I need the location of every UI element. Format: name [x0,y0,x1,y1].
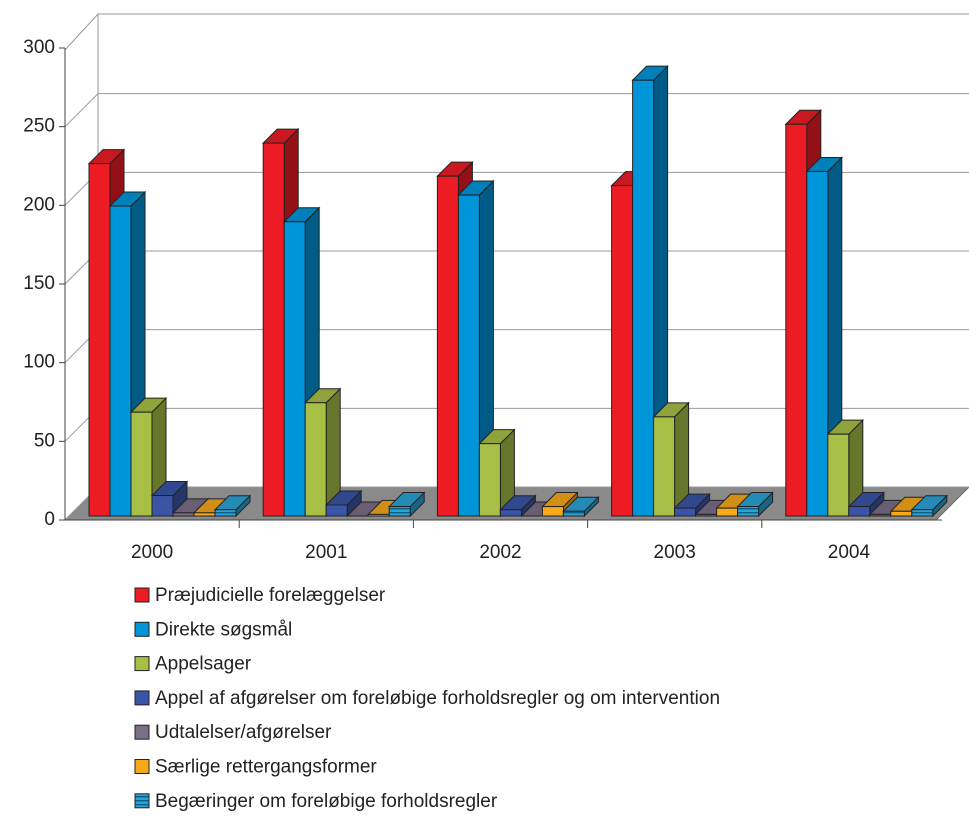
y-tick-label: 200 [23,194,55,215]
legend-label: Begæringer om foreløbige forholdsregler [155,791,498,811]
bar [611,185,634,517]
legend-swatch [134,587,150,603]
bar [304,402,327,517]
legend-label: Udtalelser/afgørelser [155,722,332,743]
bar [109,205,132,517]
bar [737,506,760,517]
bar [499,509,522,517]
grid-line [64,93,969,128]
bar [478,443,501,517]
x-tick-label: 2001 [305,542,347,563]
bar [88,163,111,517]
bar [151,495,174,517]
bar [262,142,285,517]
bar [283,221,306,517]
bar [193,512,216,517]
x-tick-label: 2000 [131,542,173,563]
bar [562,510,585,517]
legend-label: Appel af afgørelser om foreløbige forhol… [155,688,720,709]
bar [632,79,655,517]
y-tick-label: 300 [23,37,55,58]
x-tick-label: 2004 [828,542,871,563]
legend-swatch [134,656,150,672]
bar [457,194,480,517]
bar [716,507,739,517]
bar [674,507,697,517]
bar [806,170,829,517]
bar [890,510,913,517]
legend-swatch [134,621,150,637]
legend-label: Særlige rettergangsformer [155,757,377,778]
bar [436,175,459,517]
legend-label: Præjudicielle forelæggelser [155,585,386,606]
legend-swatch [134,690,150,706]
y-tick-label: 50 [34,430,55,451]
y-tick-label: 100 [23,352,55,373]
legend-label: Appelsager [155,654,252,675]
bar [130,411,153,517]
bar [827,433,850,517]
bar [541,506,564,517]
y-tick-label: 250 [23,116,55,137]
x-tick-label: 2003 [654,542,696,563]
bar [367,513,390,517]
bar [325,504,348,517]
wall-border [64,13,969,51]
bar [214,509,237,517]
bar [172,512,195,517]
bar [848,506,871,517]
y-tick-label: 0 [44,509,55,530]
bar [653,416,676,517]
legend-swatch [134,793,150,809]
legend-swatch [134,759,150,774]
legend-swatch [134,724,150,740]
bar [695,513,718,517]
y-tick-label: 150 [23,273,55,294]
bar [911,509,934,517]
bar [869,513,892,517]
bar [785,123,808,517]
bar [388,506,411,517]
x-tick-label: 2002 [479,542,521,563]
legend-label: Direkte søgsmål [155,619,292,640]
